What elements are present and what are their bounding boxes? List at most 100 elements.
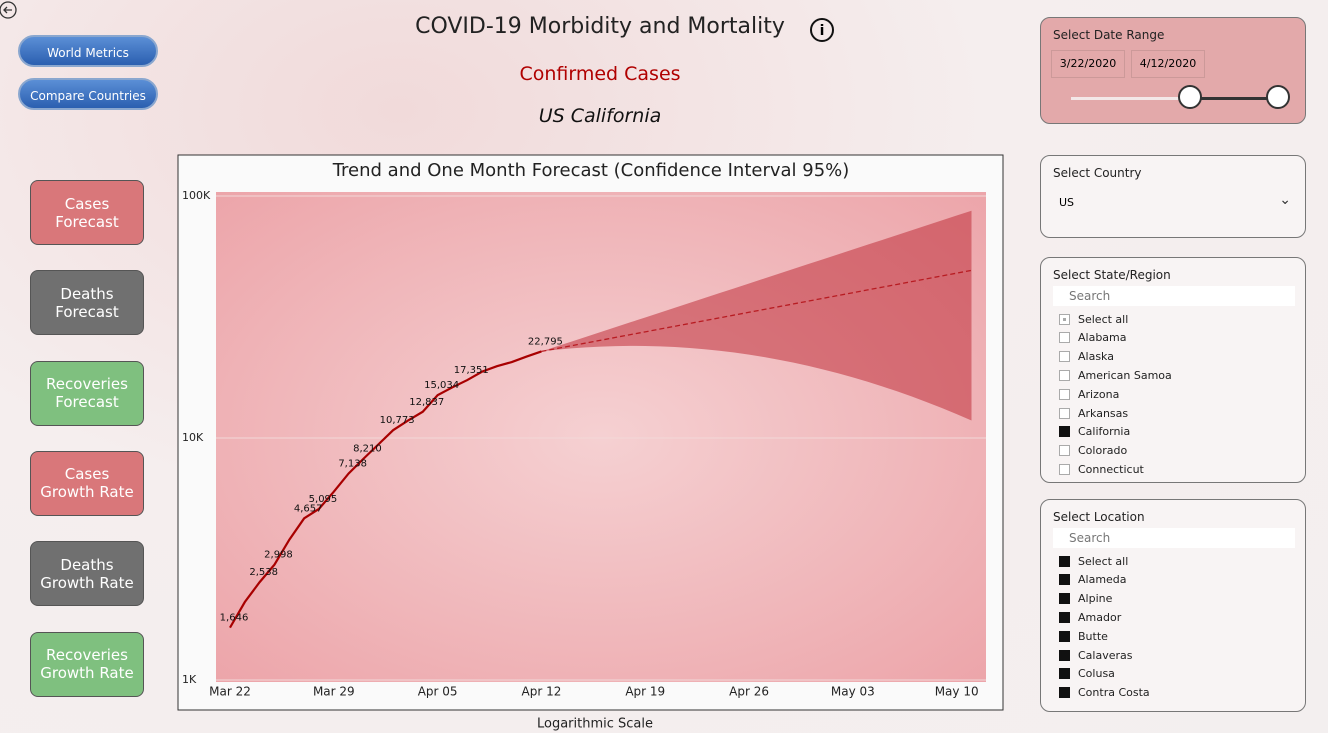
button-label: Growth Rate [40,483,133,501]
checkbox[interactable] [1059,370,1070,381]
item-label: Select all [1078,313,1128,326]
list-item[interactable]: Amador [1059,608,1121,626]
state-panel: Select State/Region Search Select allAla… [1040,257,1306,483]
button-label: Cases [65,465,110,483]
x-tick-label: Mar 29 [313,685,355,699]
list-item[interactable]: Select all [1059,310,1128,328]
y-tick-label: 100K [182,189,211,202]
data-label: 2,998 [264,550,293,561]
item-label: Calaveras [1078,649,1133,662]
page: Trend and One Month Forecast (Confidence… [0,0,1328,733]
list-item[interactable]: Alameda [1059,571,1127,589]
slider-thumb[interactable] [1178,85,1202,109]
checkbox[interactable] [1059,556,1070,567]
list-item[interactable]: Calaveras [1059,646,1133,664]
item-label: Arkansas [1078,407,1128,420]
nav-button[interactable]: Compare Countries [18,78,158,110]
button-label: Forecast [55,303,118,321]
data-label: 8,210 [353,444,382,455]
date-input[interactable]: 4/12/2020 [1131,50,1205,78]
x-tick-label: Apr 05 [418,685,458,699]
checkbox[interactable] [1059,445,1070,456]
region-title: US California [300,105,900,127]
checkbox[interactable] [1059,574,1070,585]
data-label: 4,657 [294,503,323,514]
button-label: Cases [65,195,110,213]
x-tick-label: May 03 [831,685,875,699]
item-label: American Samoa [1078,369,1172,382]
dropdown-chevron[interactable]: ⌄ [1279,192,1291,208]
button-label: Deaths [60,556,113,574]
data-label: 1,646 [220,613,249,624]
list-item[interactable]: Butte [1059,627,1108,645]
list-item[interactable]: Select all [1059,552,1128,570]
list-item[interactable]: Connecticut [1059,460,1144,478]
date-input[interactable]: 3/22/2020 [1051,50,1125,78]
checkbox[interactable] [1059,408,1070,419]
y-tick-label: 10K [182,431,204,444]
page-title: COVID-19 Morbidity and Mortality [300,14,900,39]
button-label: Growth Rate [40,574,133,592]
list-item[interactable]: Colorado [1059,442,1127,460]
item-label: Alameda [1078,573,1127,586]
x-axis-label: Logarithmic Scale [537,717,653,732]
search-box[interactable]: Search [1053,528,1295,548]
slider-thumb[interactable] [1266,85,1290,109]
list-item[interactable]: American Samoa [1059,366,1172,384]
checkbox[interactable] [1059,314,1070,325]
x-tick-label: Apr 19 [625,685,665,699]
list-item[interactable]: Alabama [1059,329,1127,347]
slider-track [1071,97,1191,100]
chart-title: Trend and One Month Forecast (Confidence… [332,160,850,181]
item-label: Amador [1078,611,1121,624]
list-item[interactable]: Alpine [1059,590,1112,608]
checkbox[interactable] [1059,389,1070,400]
panel-title: Select Location [1053,510,1145,524]
checkbox[interactable] [1059,631,1070,642]
list-item[interactable]: Alaska [1059,348,1114,366]
item-label: Alabama [1078,331,1127,344]
checkbox[interactable] [1059,650,1070,661]
nav-button[interactable]: World Metrics [18,35,158,67]
data-label: 7,138 [338,458,367,469]
list-item[interactable]: Contra Costa [1059,684,1150,702]
checkbox[interactable] [1059,351,1070,362]
data-label: 17,351 [454,365,489,376]
item-label: Alaska [1078,350,1114,363]
checkbox[interactable] [1059,612,1070,623]
button-label: Recoveries [46,646,128,664]
item-label: Butte [1078,630,1108,643]
button-label: Forecast [55,393,118,411]
item-label: Colorado [1078,444,1127,457]
item-label: Connecticut [1078,463,1144,476]
checkbox[interactable] [1059,687,1070,698]
checkbox[interactable] [1059,426,1070,437]
data-label: 15,034 [424,380,459,391]
item-label: Arizona [1078,388,1119,401]
panel-title: Select Country [1053,166,1142,180]
button-label: Recoveries [46,375,128,393]
slider-range [1191,97,1278,100]
search-box[interactable]: Search [1053,286,1295,306]
list-item[interactable]: California [1059,423,1130,441]
x-tick-label: Mar 22 [209,685,251,699]
metric-title: Confirmed Cases [300,63,900,85]
list-item[interactable]: Arkansas [1059,404,1128,422]
x-tick-label: Apr 26 [729,685,769,699]
checkbox[interactable] [1059,464,1070,475]
checkbox[interactable] [1059,668,1070,679]
date-range-panel: Select Date Range 3/22/2020 4/12/2020 [1040,17,1306,124]
checkbox[interactable] [1059,593,1070,604]
list-item[interactable]: Colusa [1059,665,1115,683]
item-label: Colusa [1078,667,1115,680]
button-label: Forecast [55,213,118,231]
dropdown-value[interactable]: US [1059,196,1074,209]
list-item[interactable]: Arizona [1059,385,1119,403]
checkbox[interactable] [1059,332,1070,343]
